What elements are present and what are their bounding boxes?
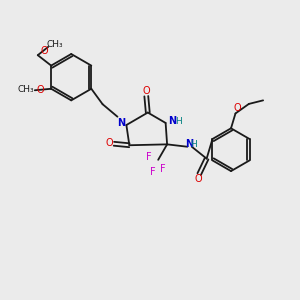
Text: F: F	[150, 167, 156, 177]
Text: N: N	[117, 118, 125, 128]
Text: F: F	[160, 164, 166, 174]
Text: O: O	[233, 103, 241, 113]
Text: O: O	[142, 86, 150, 96]
Text: F: F	[146, 152, 152, 162]
Text: O: O	[40, 46, 48, 56]
Text: H: H	[175, 117, 182, 126]
Text: N: N	[185, 140, 193, 149]
Text: O: O	[105, 138, 113, 148]
Text: N: N	[168, 116, 176, 127]
Text: H: H	[190, 140, 197, 149]
Text: O: O	[36, 85, 44, 95]
Text: CH₃: CH₃	[47, 40, 63, 49]
Text: O: O	[195, 174, 203, 184]
Text: CH₃: CH₃	[18, 85, 34, 94]
